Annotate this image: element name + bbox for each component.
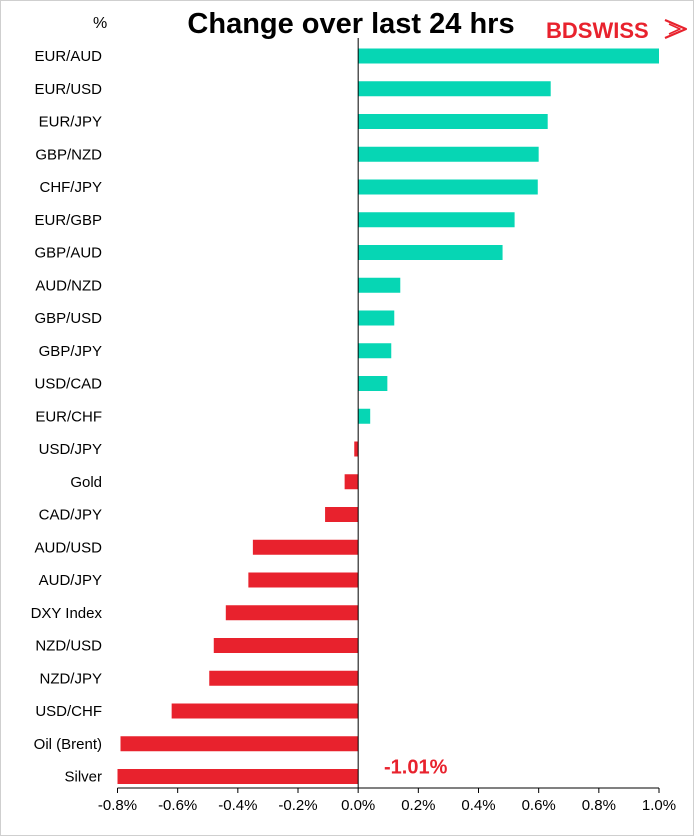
bar-aud-usd — [252, 539, 359, 555]
bar-gbp-jpy — [358, 343, 392, 359]
bar-oil-brent — [120, 736, 359, 752]
x-tick-label: 0.6% — [522, 797, 556, 814]
bar-eur-aud — [358, 48, 659, 64]
category-label: EUR/USD — [34, 81, 102, 98]
bar-usd-jpy — [354, 441, 359, 457]
x-tick-label: 0.2% — [401, 797, 435, 814]
x-tick-labels: -0.8% -0.6% -0.4% -0.2% 0.0% 0.2% 0.4% 0.6% 0.8%… — [98, 797, 676, 814]
bar-nzd-jpy — [209, 670, 359, 686]
x-tick-label: -0.8% — [98, 797, 137, 814]
category-labels: EUR/AUD EUR/USD EUR/JPY GBP/NZD CHF/JPY EUR/G… — [31, 48, 103, 786]
bar-aud-jpy — [248, 572, 359, 588]
category-label: USD/JPY — [39, 441, 102, 458]
bar-usd-chf — [171, 703, 359, 719]
category-label: Oil (Brent) — [34, 736, 102, 753]
category-label: CHF/JPY — [39, 179, 102, 196]
x-tick-label: -0.6% — [158, 797, 197, 814]
brand-logo-part2: SWISS — [578, 18, 649, 43]
bar-eur-jpy — [358, 114, 548, 129]
bars-group — [117, 48, 659, 784]
svg-text:BDSWISS: BDSWISS — [546, 18, 649, 43]
bar-eur-gbp — [358, 212, 515, 228]
category-label: NZD/USD — [35, 638, 102, 655]
bar-eur-usd — [358, 81, 551, 97]
bar-eur-chf — [358, 408, 371, 424]
chart-title: Change over last 24 hrs — [187, 8, 514, 40]
silver-value-annotation: -1.01% — [384, 757, 448, 779]
brand-arrow-icon — [664, 18, 688, 40]
bar-gbp-nzd — [358, 146, 539, 162]
category-label: EUR/CHF — [35, 408, 102, 425]
unit-label: % — [93, 15, 107, 32]
category-label: NZD/JPY — [39, 670, 102, 687]
category-label: EUR/JPY — [39, 114, 102, 131]
x-axis — [117, 38, 660, 793]
bar-dxy-index — [225, 605, 359, 621]
bar-gbp-usd — [358, 310, 395, 326]
category-label: Silver — [64, 769, 102, 786]
bar-gold — [344, 474, 359, 490]
bar-aud-nzd — [358, 277, 401, 293]
x-tick-label: 0.0% — [341, 797, 375, 814]
category-label: AUD/JPY — [39, 572, 102, 589]
category-label: DXY Index — [31, 605, 103, 622]
bar-usd-cad — [358, 376, 388, 391]
category-label: Gold — [70, 474, 102, 491]
category-label: USD/CAD — [34, 376, 102, 393]
brand-logo-part1: BD — [546, 18, 578, 43]
category-label: GBP/AUD — [34, 245, 102, 262]
category-label: EUR/AUD — [34, 48, 102, 65]
x-tick-label: -0.2% — [278, 797, 317, 814]
bar-nzd-usd — [213, 638, 359, 653]
category-label: GBP/USD — [34, 310, 102, 327]
bar-silver — [117, 769, 359, 784]
bar-cad-jpy — [325, 507, 359, 522]
category-label: EUR/GBP — [34, 212, 102, 229]
bar-chf-jpy — [358, 179, 538, 195]
category-label: AUD/NZD — [35, 277, 102, 294]
category-label: USD/CHF — [35, 703, 102, 720]
category-label: CAD/JPY — [39, 507, 102, 524]
category-label: AUD/USD — [34, 539, 102, 556]
x-tick-label: 0.8% — [582, 797, 616, 814]
category-label: GBP/NZD — [35, 146, 102, 163]
x-tick-label: 0.4% — [461, 797, 495, 814]
brand-logo: BDSWISS — [546, 18, 688, 43]
x-tick-label: -0.4% — [218, 797, 257, 814]
x-tick-label: 1.0% — [642, 797, 676, 814]
category-label: GBP/JPY — [39, 343, 102, 360]
bar-gbp-aud — [358, 245, 503, 260]
